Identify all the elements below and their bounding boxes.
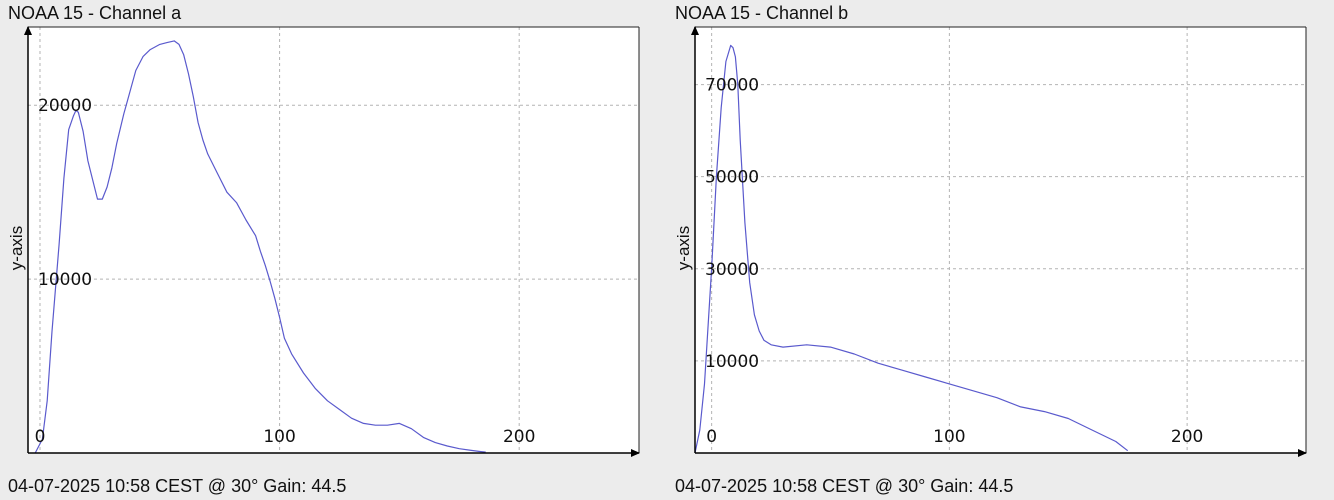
series-line	[694, 44, 1129, 454]
y-tick-label: 10000	[38, 270, 92, 290]
chart-title: NOAA 15 - Channel a	[8, 3, 182, 23]
x-tick-label: 0	[706, 427, 717, 447]
chart-panel-a: NOAA 15 - Channel a y-axis 0 100 200 10000 2…	[7, 3, 640, 496]
y-tick-label: 30000	[705, 260, 759, 280]
chart-title: NOAA 15 - Channel b	[675, 3, 849, 23]
y-tick-label: 50000	[705, 168, 759, 188]
y-tick-label: 70000	[705, 76, 759, 96]
chart-plot-b: 0 100 200 10000 30000 50000 70000	[691, 26, 1307, 457]
chart-footer: 04-07-2025 10:58 CEST @ 30° Gain: 44.5	[675, 476, 1014, 496]
x-tick-label: 100	[933, 427, 965, 447]
series-line	[34, 40, 486, 454]
chart-panel-b: NOAA 15 - Channel b y-axis 0 100 200 10000 3…	[667, 0, 1334, 500]
x-tick-label: 200	[503, 427, 535, 447]
chart-footer: 04-07-2025 10:58 CEST @ 30° Gain: 44.5	[8, 476, 347, 496]
y-tick-label: 20000	[38, 96, 92, 116]
chart-plot-a: 0 100 200 10000 20000	[24, 26, 640, 457]
x-tick-label: 200	[1171, 427, 1203, 447]
plot-area	[28, 27, 639, 453]
x-axis-arrow-icon	[631, 449, 640, 457]
y-tick-label: 10000	[705, 352, 759, 372]
plot-area	[695, 27, 1306, 453]
x-axis-arrow-icon	[1298, 449, 1307, 457]
y-axis-arrow-icon	[24, 26, 32, 35]
y-axis-arrow-icon	[691, 26, 699, 35]
x-tick-label: 100	[263, 427, 295, 447]
x-tick-label: 0	[35, 427, 46, 447]
